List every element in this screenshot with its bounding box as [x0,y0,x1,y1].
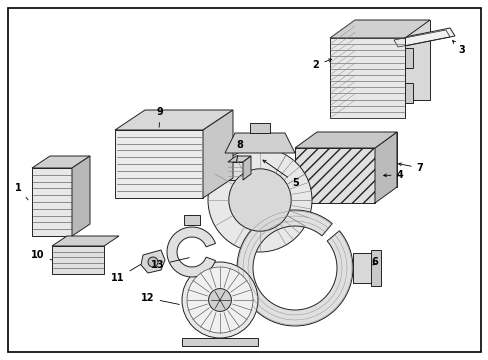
Polygon shape [404,83,412,103]
Text: 4: 4 [383,170,403,180]
Text: 5: 5 [263,160,299,188]
Polygon shape [316,132,396,187]
Polygon shape [227,162,243,180]
Text: 6: 6 [371,257,378,267]
Text: 8: 8 [236,140,243,161]
Polygon shape [32,156,90,168]
Text: 9: 9 [156,107,163,127]
Polygon shape [329,38,404,118]
Polygon shape [352,253,372,283]
Polygon shape [141,250,164,273]
Polygon shape [115,110,232,130]
Text: 11: 11 [111,265,141,283]
Text: 2: 2 [312,59,331,70]
Polygon shape [354,20,429,100]
Text: 13: 13 [151,258,189,270]
Polygon shape [329,20,429,38]
Text: 1: 1 [15,183,28,200]
Circle shape [228,169,291,231]
Text: 3: 3 [452,41,465,55]
Circle shape [186,267,252,333]
Polygon shape [404,48,412,68]
Polygon shape [249,123,269,133]
Circle shape [182,262,258,338]
Text: 12: 12 [141,293,179,305]
Text: 7: 7 [398,163,423,173]
Polygon shape [294,148,374,203]
Polygon shape [32,168,72,236]
Polygon shape [294,132,396,148]
Circle shape [207,148,311,252]
Circle shape [148,257,158,267]
Polygon shape [374,132,396,203]
Polygon shape [243,156,250,180]
Polygon shape [339,148,394,178]
Polygon shape [203,110,232,198]
Polygon shape [370,250,380,286]
Polygon shape [182,338,258,346]
Polygon shape [167,227,215,277]
Text: 10: 10 [31,250,52,260]
Polygon shape [115,130,203,198]
Polygon shape [52,246,104,274]
Polygon shape [237,210,352,326]
Polygon shape [227,156,250,162]
Polygon shape [183,215,200,225]
Polygon shape [72,156,90,236]
Circle shape [208,289,231,311]
Polygon shape [224,133,294,153]
Polygon shape [389,28,454,48]
Polygon shape [52,236,119,246]
